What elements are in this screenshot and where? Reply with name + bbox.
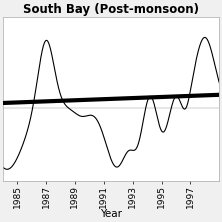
Title: South Bay (Post-monsoon): South Bay (Post-monsoon)	[23, 3, 199, 16]
X-axis label: Year: Year	[100, 209, 122, 219]
